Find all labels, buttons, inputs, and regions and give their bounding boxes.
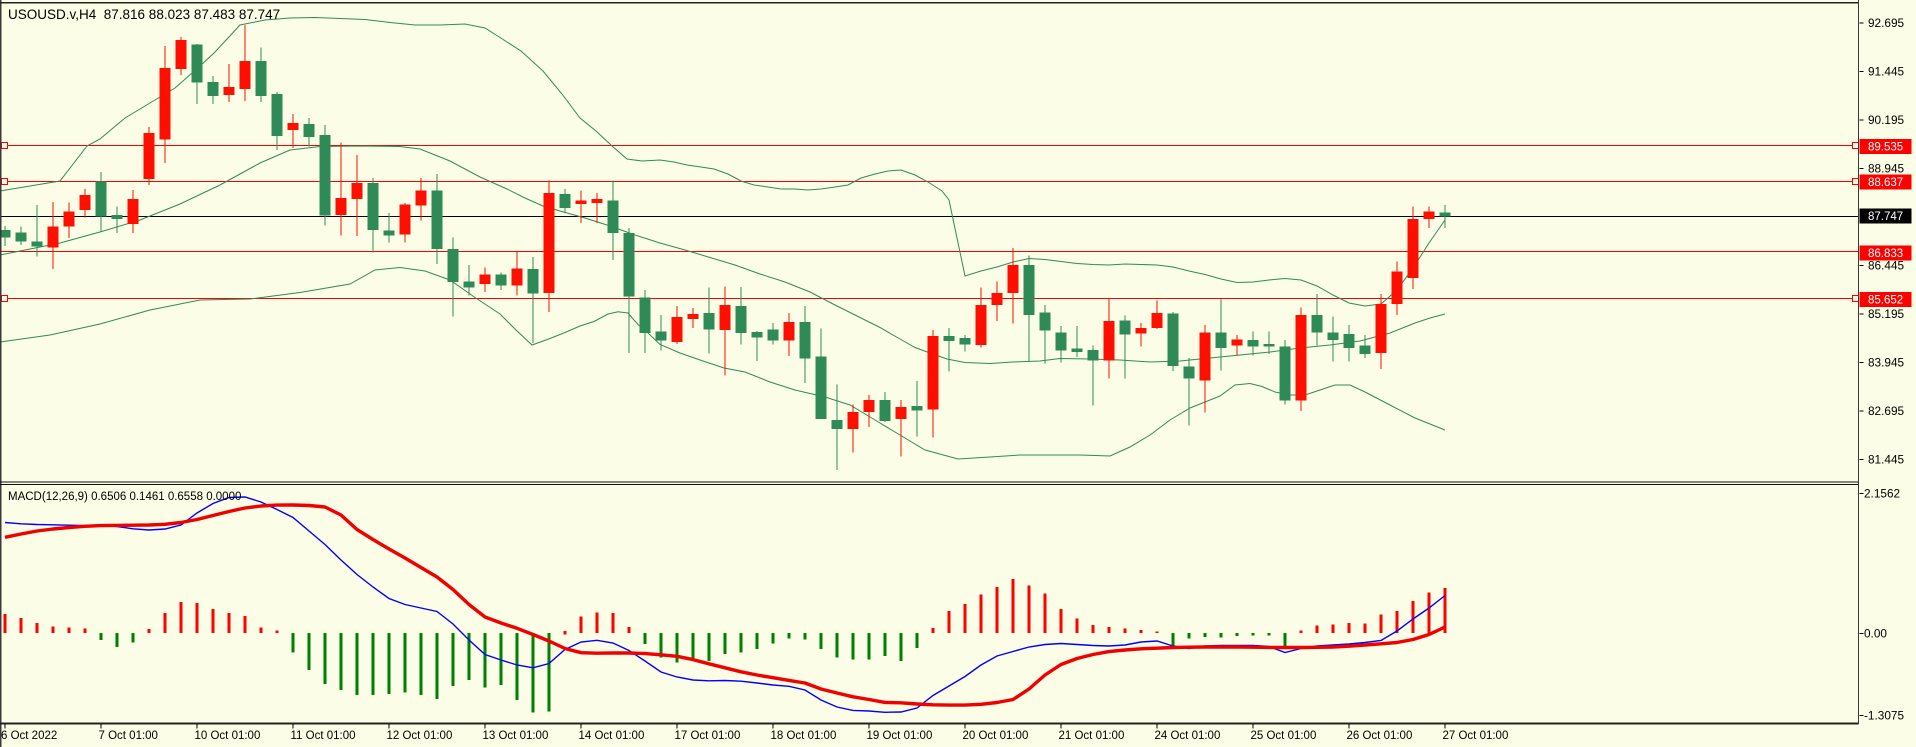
svg-text:81.445: 81.445: [1868, 453, 1905, 467]
svg-text:13 Oct 01:00: 13 Oct 01:00: [483, 730, 549, 742]
svg-text:18 Oct 01:00: 18 Oct 01:00: [771, 730, 837, 742]
svg-text:88.637: 88.637: [1868, 177, 1903, 189]
svg-text:25 Oct 01:00: 25 Oct 01:00: [1251, 730, 1317, 742]
svg-text:85.652: 85.652: [1868, 294, 1903, 306]
svg-text:87.747: 87.747: [1868, 211, 1903, 223]
svg-text:24 Oct 01:00: 24 Oct 01:00: [1155, 730, 1221, 742]
svg-text:MACD(12,26,9) 0.6506 0.1461 0.: MACD(12,26,9) 0.6506 0.1461 0.6558 0.000…: [8, 491, 241, 503]
svg-text:14 Oct 01:00: 14 Oct 01:00: [579, 730, 645, 742]
svg-text:17 Oct 01:00: 17 Oct 01:00: [675, 730, 741, 742]
svg-text:11 Oct 01:00: 11 Oct 01:00: [291, 730, 356, 742]
svg-text:-1.3075: -1.3075: [1864, 709, 1904, 723]
svg-text:86.833: 86.833: [1868, 248, 1903, 260]
svg-text:90.195: 90.195: [1868, 113, 1905, 127]
svg-text:20 Oct 01:00: 20 Oct 01:00: [963, 730, 1029, 742]
svg-text:26 Oct 01:00: 26 Oct 01:00: [1347, 730, 1413, 742]
svg-text:12 Oct 01:00: 12 Oct 01:00: [387, 730, 453, 742]
svg-text:7 Oct 01:00: 7 Oct 01:00: [99, 730, 158, 742]
svg-text:89.535: 89.535: [1868, 141, 1903, 153]
svg-text:82.695: 82.695: [1868, 404, 1905, 418]
svg-text:83.945: 83.945: [1868, 356, 1905, 370]
svg-text:0.00: 0.00: [1864, 627, 1887, 641]
svg-text:19 Oct 01:00: 19 Oct 01:00: [867, 730, 933, 742]
svg-text:86.445: 86.445: [1868, 258, 1905, 272]
svg-text:6 Oct 2022: 6 Oct 2022: [1, 730, 57, 742]
svg-text:21 Oct 01:00: 21 Oct 01:00: [1059, 730, 1125, 742]
svg-text:92.695: 92.695: [1868, 16, 1905, 30]
svg-text:2.1562: 2.1562: [1864, 487, 1900, 501]
svg-text:91.445: 91.445: [1868, 64, 1905, 78]
svg-text:10 Oct 01:00: 10 Oct 01:00: [195, 730, 261, 742]
svg-text:88.945: 88.945: [1868, 161, 1905, 175]
svg-text:85.195: 85.195: [1868, 307, 1905, 321]
svg-text:27 Oct 01:00: 27 Oct 01:00: [1443, 730, 1509, 742]
svg-text:USOUSD.v,H4 87.816 88.023 87.: USOUSD.v,H4 87.816 88.023 87.483 87.747: [8, 7, 280, 22]
